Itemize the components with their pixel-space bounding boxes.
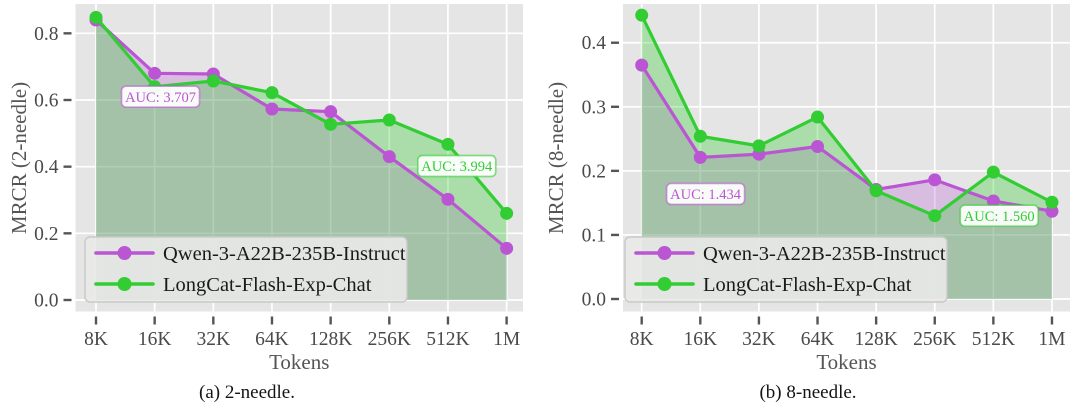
x-tick-label: 8K bbox=[84, 329, 108, 350]
marker-series-1-8K bbox=[89, 10, 103, 24]
y-tick-label: 0.2 bbox=[582, 161, 606, 182]
marker-series-0-8K bbox=[635, 58, 649, 72]
marker-series-1-128K bbox=[324, 117, 338, 131]
marker-series-1-256K bbox=[928, 209, 942, 223]
y-tick-label: 0.6 bbox=[34, 91, 59, 112]
legend-marker bbox=[117, 246, 132, 260]
marker-series-0-64K bbox=[265, 102, 279, 116]
x-tick-label: 256K bbox=[913, 329, 956, 350]
marker-series-0-256K bbox=[382, 150, 396, 164]
legend-entry-label: LongCat-Flash-Exp-Chat bbox=[163, 274, 372, 296]
auc-annotation-1-2-needle: AUC: 3.994 bbox=[416, 154, 497, 178]
x-axis-label: Tokens bbox=[816, 350, 876, 374]
marker-series-1-512K bbox=[441, 137, 455, 151]
y-tick-label: 0.0 bbox=[582, 290, 606, 311]
marker-series-0-1M bbox=[1045, 204, 1059, 218]
x-tick-label: 512K bbox=[426, 329, 469, 350]
x-tick-label: 64K bbox=[255, 329, 289, 350]
legend: Qwen-3-A22B-235B-Instruct LongCat-Flash-E… bbox=[624, 236, 948, 303]
marker-series-1-64K bbox=[265, 86, 279, 100]
auc-annotation-text: AUC: 1.560 bbox=[964, 209, 1035, 225]
x-tick-label: 1M bbox=[1038, 329, 1065, 350]
marker-series-1-16K bbox=[693, 129, 707, 143]
marker-series-1-32K bbox=[206, 74, 220, 88]
auc-annotation-box bbox=[959, 204, 1040, 228]
x-tick-label: 128K bbox=[854, 329, 897, 350]
marker-series-0-128K bbox=[324, 105, 338, 119]
marker-series-1-8K bbox=[635, 8, 649, 22]
y-tick-label: 0.4 bbox=[582, 33, 607, 54]
marker-series-1-1M bbox=[500, 206, 514, 220]
marker-series-0-256K bbox=[928, 173, 942, 187]
y-axis-label: MRCR (8-needle) bbox=[544, 82, 568, 234]
x-tick-label: 1M bbox=[493, 329, 520, 350]
auc-annotation-0-8-needle: AUC: 1.434 bbox=[665, 182, 746, 206]
x-tick-label: 256K bbox=[368, 329, 411, 350]
subcaption-a: (a) 2-needle. bbox=[199, 382, 295, 403]
chart-2-needle: 8K 16K 32K 64K 128K 256K 512K 1M 0.0 0.2 0.4 0.6 0.8… bbox=[7, 4, 523, 374]
marker-series-0-1M bbox=[500, 241, 514, 255]
legend-entry-label: Qwen-3-A22B-235B-Instruct bbox=[703, 243, 946, 265]
y-tick-label: 0.1 bbox=[582, 225, 606, 246]
marker-series-1-64K bbox=[811, 110, 825, 124]
auc-annotation-box bbox=[665, 182, 746, 206]
marker-series-1-1M bbox=[1045, 195, 1059, 209]
marker-series-0-64K bbox=[811, 140, 825, 154]
marker-series-1-256K bbox=[382, 113, 396, 127]
x-tick-label: 32K bbox=[197, 329, 231, 350]
auc-annotation-text: AUC: 3.994 bbox=[421, 159, 493, 175]
x-tick-label: 32K bbox=[742, 329, 776, 350]
chart-panel-2-needle: 8K 16K 32K 64K 128K 256K 512K 1M 0.0 0.2 0.4 0.6 0.8… bbox=[7, 4, 523, 403]
legend: Qwen-3-A22B-235B-Instruct LongCat-Flash-E… bbox=[84, 236, 408, 303]
auc-annotation-0-2-needle: AUC: 3.707 bbox=[120, 85, 201, 109]
legend-box bbox=[84, 236, 408, 303]
line-series-0 bbox=[640, 63, 1054, 213]
legend-marker bbox=[657, 246, 672, 260]
marker-series-1-512K bbox=[986, 165, 1000, 179]
x-tick-label: 64K bbox=[801, 329, 835, 350]
y-axis-label: MRCR (2-needle) bbox=[7, 82, 31, 234]
line-series-0 bbox=[94, 18, 509, 250]
auc-annotation-box bbox=[416, 154, 497, 178]
area-series-1 bbox=[641, 15, 1052, 300]
legend-entry-label: LongCat-Flash-Exp-Chat bbox=[703, 274, 912, 296]
y-tick-label: 0.2 bbox=[34, 224, 58, 245]
marker-series-0-512K bbox=[441, 192, 455, 206]
marker-series-0-512K bbox=[986, 194, 1000, 208]
marker-series-1-128K bbox=[869, 184, 883, 198]
marker-series-0-16K bbox=[148, 66, 162, 80]
y-tick-label: 0.4 bbox=[34, 157, 59, 178]
legend-box bbox=[624, 236, 948, 303]
y-tick-label: 0.0 bbox=[34, 291, 58, 312]
chart-panel-8-needle: 8K 16K 32K 64K 128K 256K 512K 1M 0.0 0.1 0.2 0.3 0.4… bbox=[540, 0, 1080, 411]
chart-8-needle: 8K 16K 32K 64K 128K 256K 512K 1M 0.0 0.1 0.2 0.3 0.4… bbox=[544, 4, 1070, 374]
legend-marker bbox=[117, 277, 132, 291]
auc-annotation-box bbox=[120, 85, 201, 109]
marker-series-0-16K bbox=[693, 150, 707, 164]
line-series-1 bbox=[640, 13, 1054, 218]
auc-annotation-text: AUC: 1.434 bbox=[670, 187, 742, 203]
legend-marker bbox=[657, 277, 672, 291]
x-tick-label: 16K bbox=[138, 329, 172, 350]
x-tick-label: 8K bbox=[630, 329, 654, 350]
legend-entry-label: Qwen-3-A22B-235B-Instruct bbox=[163, 243, 406, 265]
x-axis-label: Tokens bbox=[269, 350, 329, 374]
marker-series-1-32K bbox=[752, 139, 766, 153]
x-tick-label: 16K bbox=[684, 329, 718, 350]
subcaption-b: (b) 8-needle. bbox=[759, 382, 857, 403]
x-tick-label: 128K bbox=[309, 329, 352, 350]
auc-annotation-text: AUC: 3.707 bbox=[125, 90, 196, 106]
y-tick-label: 0.8 bbox=[34, 24, 58, 45]
auc-annotation-1-8-needle: AUC: 1.560 bbox=[959, 204, 1040, 228]
y-tick-label: 0.3 bbox=[582, 97, 606, 118]
x-tick-label: 512K bbox=[972, 329, 1015, 350]
